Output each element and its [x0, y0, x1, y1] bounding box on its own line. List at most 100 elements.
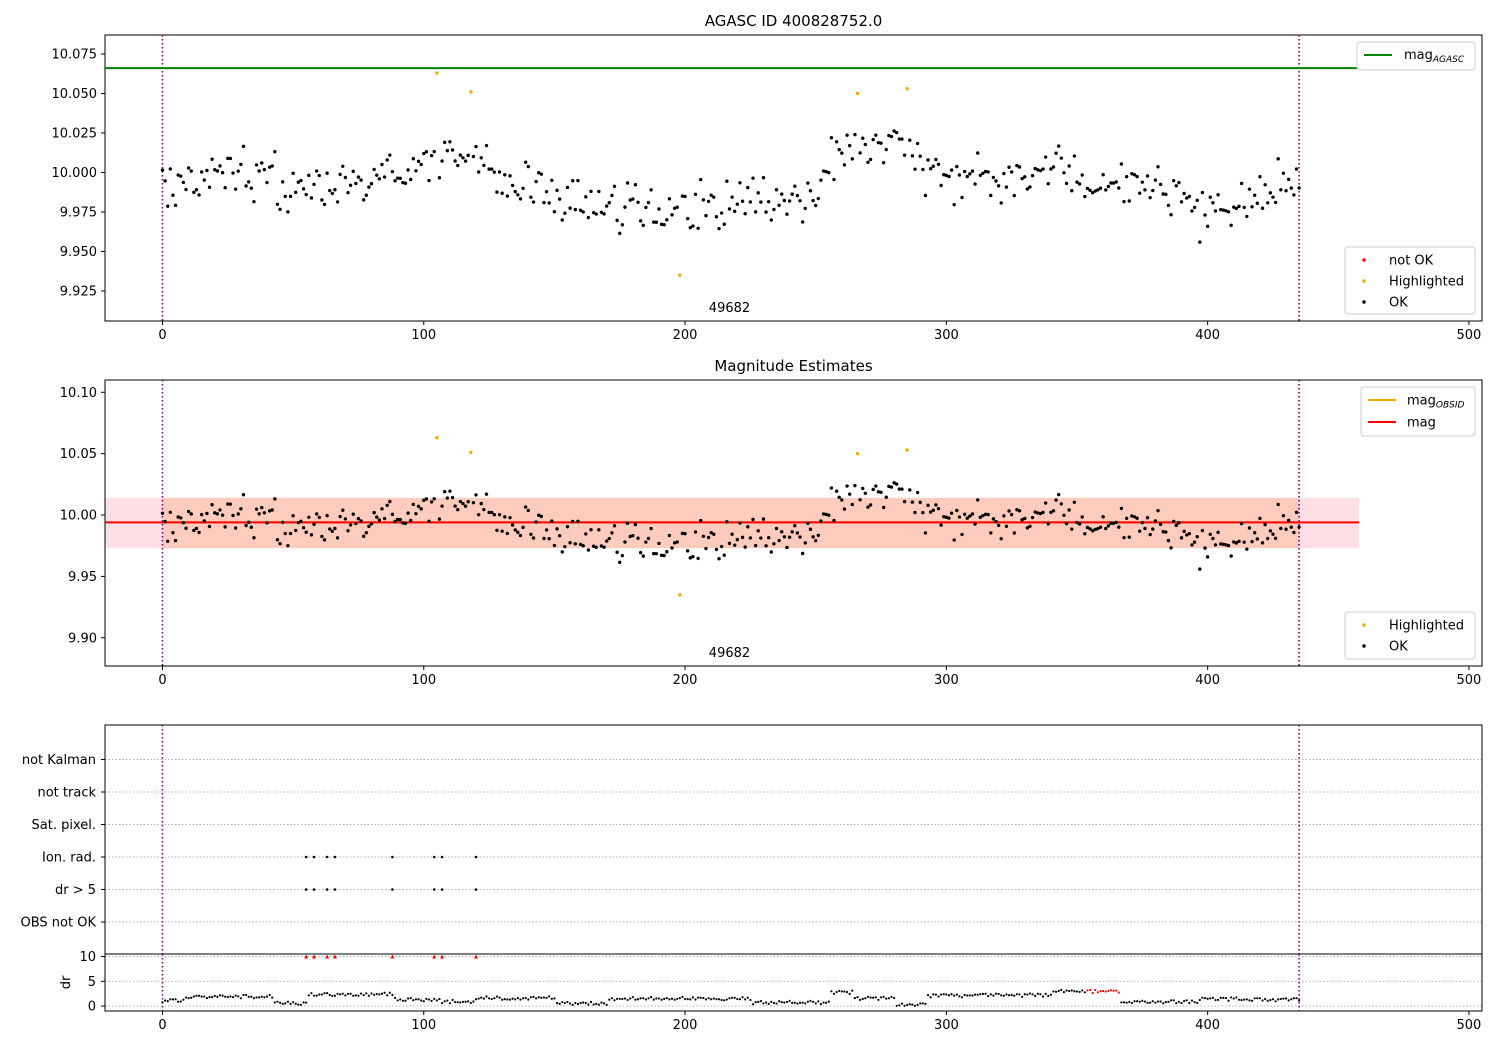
p1-ok-point — [1158, 182, 1163, 187]
p4-dr-point — [336, 992, 339, 995]
p2-ok-point — [1064, 521, 1069, 526]
p4-dr-point — [1068, 989, 1071, 993]
p2-ok-point — [897, 487, 902, 491]
p4-dr-point — [602, 1002, 606, 1005]
p4-dr-point — [801, 1001, 804, 1004]
p1-ok-point — [1030, 173, 1035, 178]
p4-dr-point — [1034, 994, 1037, 997]
p1-ok-point — [304, 192, 308, 197]
p2-ok-point — [403, 521, 408, 526]
p1-ok-point — [317, 173, 321, 178]
p2-ok-point — [1051, 509, 1056, 513]
p4-dr-point — [1235, 996, 1238, 999]
p1-ok-point — [1028, 185, 1032, 189]
p1-ok-point — [463, 159, 468, 163]
p1-ok-point — [314, 169, 319, 173]
p4-dr-point — [838, 989, 841, 992]
p1-ok-point — [1085, 186, 1090, 191]
p2-xtick-label: 500 — [1457, 673, 1482, 688]
p1-highlighted-point — [905, 87, 909, 91]
p4-dr-point — [775, 1002, 778, 1005]
p2-xtick-label: 100 — [411, 673, 436, 688]
p1-ok-point — [636, 200, 640, 204]
p1-ok-point — [348, 183, 353, 188]
p2-ok-point — [503, 515, 507, 519]
p1-ok-point — [249, 186, 254, 190]
p4-dr-point — [284, 1002, 287, 1005]
p4-dr-point — [1230, 996, 1233, 999]
p1-ok-point — [824, 169, 828, 174]
p1-ok-point — [377, 177, 382, 181]
p1-ytick-label: 10.050 — [52, 87, 98, 102]
p2-ok-point — [1015, 508, 1019, 512]
p2-ok-point — [359, 519, 363, 523]
p1-ok-point — [1111, 181, 1116, 185]
p1-ok-point — [706, 199, 711, 204]
p1-ok-point — [834, 140, 839, 144]
p2-ok-point — [375, 515, 379, 519]
p2-ok-point — [1138, 529, 1142, 533]
p4-dr-point — [587, 1003, 590, 1006]
p1-ok-point — [1033, 166, 1037, 171]
p4-dr-point — [814, 1002, 817, 1005]
p2-ok-point — [1148, 532, 1152, 537]
p1-ok-point — [633, 183, 638, 187]
p4-dr-point — [1138, 1000, 1141, 1003]
p2-ok-point — [1216, 530, 1220, 535]
p2-ok-point — [479, 501, 483, 506]
p2-ok-point — [594, 545, 598, 550]
p4-dr-point — [1295, 997, 1298, 1000]
p2-ok-point — [471, 500, 476, 505]
p1-ok-point — [928, 167, 933, 171]
p1-ok-point — [278, 207, 282, 212]
p2-ok-point — [1297, 525, 1301, 529]
p1-ok-point — [1221, 208, 1226, 212]
p2-ok-point — [328, 527, 332, 531]
p1-ok-point — [497, 170, 502, 174]
p2-ok-point — [633, 522, 638, 527]
p4-dr-point — [386, 994, 389, 997]
p4-dr-point — [1015, 993, 1019, 996]
p1-ok-point — [429, 153, 434, 158]
p1-ok-point — [876, 140, 881, 145]
p2-ok-point — [863, 491, 868, 495]
p2-ok-point — [1281, 513, 1286, 518]
p1-ok-point — [503, 173, 507, 177]
p1-ok-point — [1232, 205, 1236, 209]
p2-xtick-label: 0 — [158, 673, 166, 688]
p4-dr-point — [989, 993, 992, 996]
p2-obsid-label: 49682 — [709, 646, 750, 661]
p2-ok-point — [1198, 567, 1202, 571]
p1-ok-point — [777, 203, 781, 207]
p1-ok-point — [244, 184, 248, 188]
p2-ok-point — [437, 517, 442, 521]
p4-dr-point — [519, 998, 522, 1001]
p1-ok-point — [884, 147, 888, 152]
p2-ok-point — [1109, 521, 1113, 525]
p3-flag-point — [304, 888, 308, 891]
p1-ok-point — [458, 153, 463, 157]
p1-ok-point — [696, 226, 700, 231]
p4-dr-point — [1261, 999, 1264, 1002]
p4-dr-point — [1159, 1000, 1162, 1003]
p4-dr-point — [1169, 999, 1173, 1002]
p4-dr-point-notok — [1102, 989, 1105, 993]
p1-ok-point — [176, 173, 180, 177]
p2-legend-label: mag — [1407, 416, 1436, 431]
p1-ok-point — [931, 164, 935, 169]
p4-dr-point — [493, 997, 496, 1000]
p4-dr-point — [229, 995, 232, 998]
p1-ok-point — [1292, 193, 1296, 197]
p2-ok-point — [450, 495, 455, 500]
p1-ok-point — [262, 167, 267, 172]
p4-dr-point — [817, 1000, 820, 1003]
p4-dr-point — [211, 996, 214, 999]
p4-dr-point-notok — [1096, 991, 1100, 994]
p2-legend-label: magOBSID — [1407, 394, 1465, 411]
p2-ok-point — [636, 536, 640, 540]
p4-dr-point — [723, 999, 726, 1002]
p2-highlighted-point — [469, 450, 473, 455]
p4-dr-point-notok — [1115, 989, 1118, 992]
p3-flag-point — [474, 855, 478, 859]
p1-ok-point — [294, 190, 298, 195]
